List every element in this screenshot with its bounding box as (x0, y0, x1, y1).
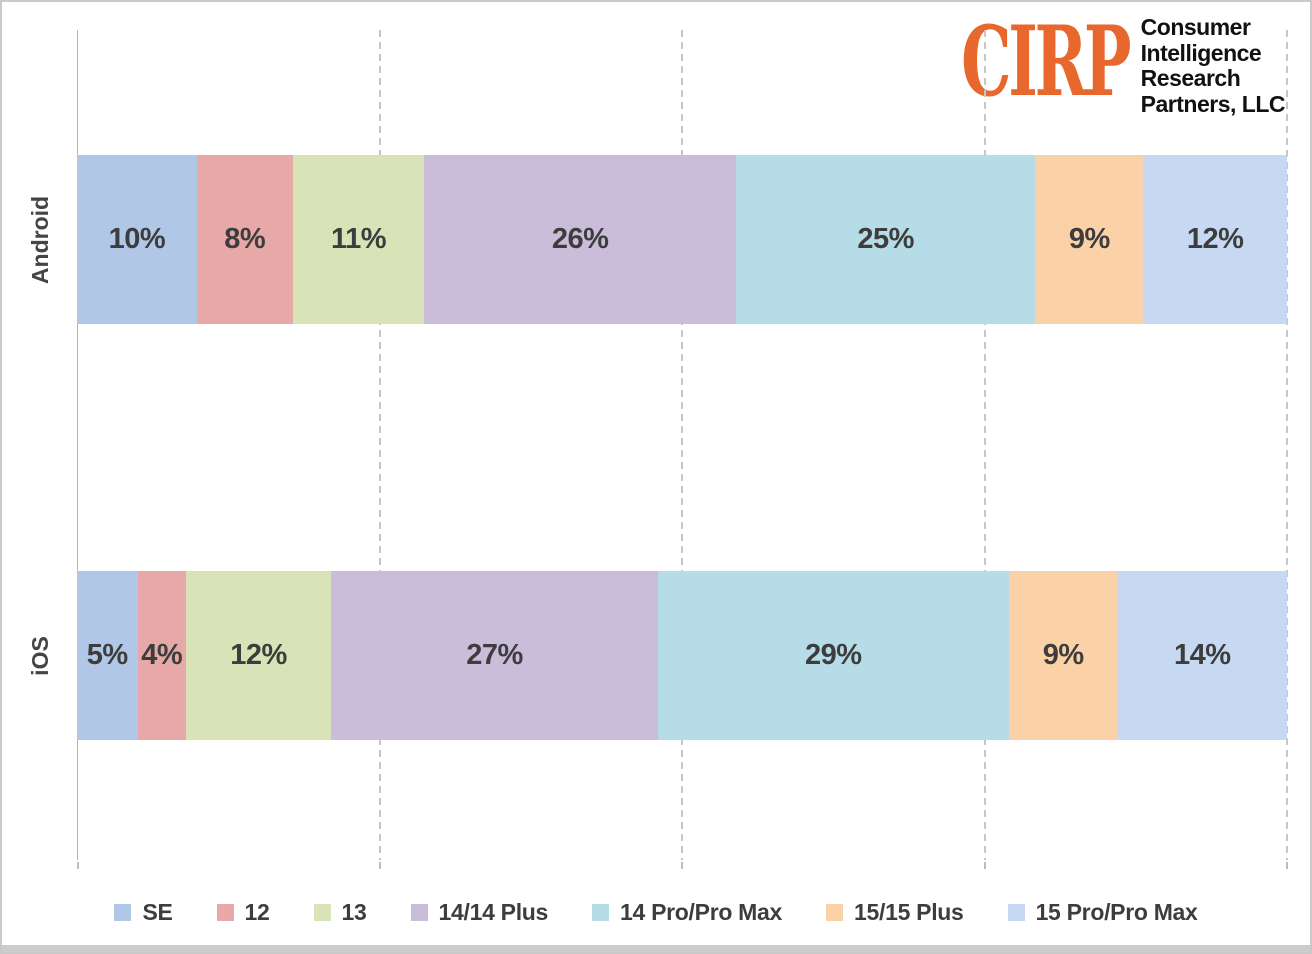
cirp-logo: CIRP Consumer Intelligence Research Partner… (875, 5, 1286, 118)
category-label-ios: iOS (27, 635, 53, 676)
data-label: 11% (331, 223, 386, 255)
legend-label: 13 (341, 899, 367, 925)
cirp-logo-acronym: CIRP (961, 5, 1132, 118)
legend-label: 15 Pro/Pro Max (1035, 899, 1198, 925)
legend-item-14-pro-pro-max: 14 Pro/Pro Max (592, 899, 782, 926)
legend-item-12: 12 (216, 899, 270, 926)
bar-segment-ios-15-pro-pro-max: 14% (1117, 571, 1288, 740)
data-label: 14% (1174, 639, 1231, 671)
bar-segment-android-se: 10% (77, 155, 197, 324)
bar-segment-ios-13: 12% (185, 571, 332, 740)
legend-item-15-15-plus: 15/15 Plus (826, 899, 964, 926)
bar-segment-android-14-pro-pro-max: 25% (735, 155, 1036, 324)
x-axis-tick-0pct (77, 862, 79, 869)
bar-segment-ios-15-15-plus: 9% (1008, 571, 1118, 740)
bar-segment-android-13: 11% (292, 155, 425, 324)
bar-segment-ios-se: 5% (77, 571, 138, 740)
cirp-logo-name-line: Intelligence (1140, 39, 1262, 66)
data-label: 9% (1068, 223, 1110, 255)
legend-item-14-14-plus: 14/14 Plus (410, 899, 549, 926)
cirp-logo-name: Consumer Intelligence Research Partners, LL… (1140, 12, 1286, 117)
data-label: 29% (804, 639, 862, 671)
data-label: 5% (86, 639, 128, 671)
legend-label: 14/14 Plus (438, 899, 549, 925)
gridline-75pct (983, 30, 986, 860)
legend-label: 12 (244, 899, 270, 925)
bar-segment-android-14-14-plus: 26% (424, 155, 736, 324)
data-label: 9% (1042, 639, 1084, 671)
x-axis-tick-50pct (681, 862, 683, 869)
legend: SE 12 13 14/14 Plus 14 Pro/Pro Max 15/15 Plus… (2, 899, 1310, 926)
bar-segment-android-15-pro-pro-max: 12% (1143, 155, 1287, 324)
legend-swatch-icon (826, 904, 844, 921)
data-label: 4% (141, 639, 183, 671)
data-label: 12% (230, 639, 287, 671)
legend-label: 14 Pro/Pro Max (620, 899, 783, 925)
bottom-border (2, 945, 1310, 952)
bar-segment-android-12: 8% (196, 155, 293, 324)
data-label: 10% (108, 223, 166, 255)
legend-swatch-icon (114, 904, 132, 921)
gridline-25pct (378, 30, 381, 860)
data-label: 25% (857, 223, 914, 255)
legend-item-13: 13 (313, 899, 367, 926)
x-axis-tick-100pct (1286, 862, 1288, 869)
category-label-android: Android (27, 195, 53, 284)
x-axis-tick-25pct (378, 862, 381, 869)
data-label: 8% (224, 223, 266, 255)
bar-segment-ios-14-pro-pro-max: 29% (657, 571, 1009, 740)
legend-swatch-icon (592, 904, 610, 921)
bar-segment-ios-14-14-plus: 27% (331, 571, 658, 740)
legend-swatch-icon (410, 904, 428, 921)
cirp-logo-name-line: Research (1140, 65, 1241, 91)
gridline-50pct (681, 30, 683, 860)
legend-swatch-icon (313, 904, 331, 921)
plot-area: 10% 8% 11% 26% 25% 9% 12% 5% 4% 12% 27% 29% 9% 14% (77, 30, 1288, 869)
cirp-logo-name-line: Partners, LLC (1140, 90, 1286, 117)
legend-item-se: SE (114, 899, 173, 926)
bar-segment-ios-12: 4% (137, 571, 186, 740)
y-axis-line (77, 30, 78, 860)
data-label: 26% (551, 223, 609, 255)
x-axis-tick-75pct (983, 862, 986, 869)
data-label: 27% (466, 639, 523, 671)
legend-swatch-icon (1007, 904, 1025, 921)
bar-row-android: 10% 8% 11% 26% 25% 9% 12% (77, 155, 1287, 324)
legend-label: SE (142, 899, 173, 925)
legend-swatch-icon (216, 904, 234, 921)
legend-label: 15/15 Plus (854, 899, 964, 925)
gridline-100pct (1286, 30, 1288, 860)
bar-segment-android-15-15-plus: 9% (1035, 155, 1144, 324)
bar-row-ios: 5% 4% 12% 27% 29% 9% 14% (77, 571, 1288, 740)
data-label: 12% (1186, 223, 1244, 255)
cirp-logo-name-line: Consumer (1140, 14, 1251, 40)
legend-item-15-pro-pro-max: 15 Pro/Pro Max (1007, 899, 1198, 926)
